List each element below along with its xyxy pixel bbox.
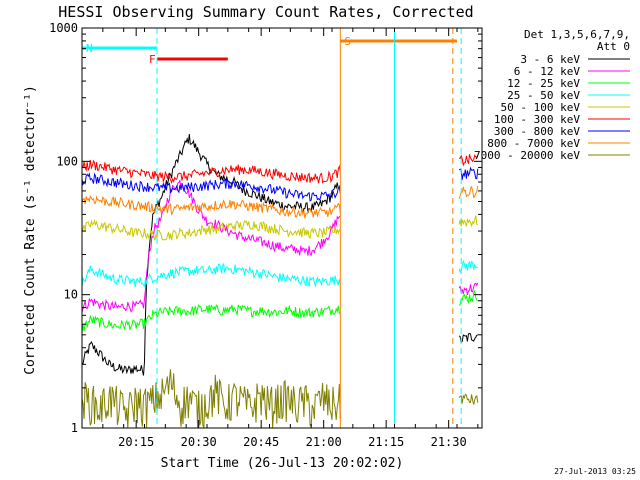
annotation-label-s: S xyxy=(344,35,351,48)
series-tail-12-25-kev xyxy=(458,289,478,306)
legend-label-25-50-kev: 25 - 50 keV xyxy=(507,89,580,102)
y-tick-label: 1000 xyxy=(49,21,78,35)
annotation-label-n: N xyxy=(86,42,93,55)
x-axis-label: Start Time (26-Jul-13 20:02:02) xyxy=(161,456,404,471)
legend-label-100-300-kev: 100 - 300 keV xyxy=(494,113,580,126)
x-tick-label: 21:00 xyxy=(306,435,342,449)
series-line-3-6-kev xyxy=(81,133,341,376)
legend-header-line1: Det 1,3,5,6,7,9, xyxy=(524,28,630,41)
series-line-100-300-kev xyxy=(81,159,341,185)
series-tail-300-800-kev xyxy=(458,166,479,180)
series-line-7000-20000-kev xyxy=(81,369,341,429)
x-tick-label: 20:15 xyxy=(118,435,154,449)
timestamp: 27-Jul-2013 03:25 xyxy=(554,467,636,476)
x-tick-label: 21:30 xyxy=(431,435,467,449)
plot-area: N F S xyxy=(81,28,479,429)
y-tick-label: 100 xyxy=(56,154,78,168)
y-tick-label: 10 xyxy=(64,288,78,302)
plot-frame xyxy=(81,27,483,429)
legend-label-50-100-kev: 50 - 100 keV xyxy=(501,101,581,114)
series-tail-25-50-kev xyxy=(458,259,478,274)
x-tick-label: 20:30 xyxy=(181,435,217,449)
series-line-12-25-kev xyxy=(81,304,341,334)
series-tail-3-6-kev xyxy=(458,332,478,344)
legend-label-12-25-kev: 12 - 25 keV xyxy=(507,77,580,90)
series-tail-7000-20000-kev xyxy=(458,393,479,405)
legend-label-3-6-kev: 3 - 6 keV xyxy=(520,53,580,66)
series-line-6-12-kev xyxy=(81,178,341,313)
x-tick-label: 20:45 xyxy=(243,435,279,449)
legend-header-line2: Att 0 xyxy=(597,40,630,53)
series-tail-800-7000-kev xyxy=(458,185,479,199)
series-line-300-800-kev xyxy=(81,172,341,202)
y-axis-label: Corrected Count Rate (s⁻¹ detector⁻¹) xyxy=(23,85,38,375)
legend-label-6-12-kev: 6 - 12 keV xyxy=(514,65,581,78)
x-tick-label: 21:15 xyxy=(368,435,404,449)
series-line-25-50-kev xyxy=(81,262,341,288)
legend-label-300-800-kev: 300 - 800 keV xyxy=(494,125,580,138)
chart-title: HESSI Observing Summary Count Rates, Cor… xyxy=(58,3,473,21)
y-tick-label: 1 xyxy=(71,421,78,435)
series-line-50-100-kev xyxy=(81,218,341,241)
legend-label-7000-20000-kev: 7000 - 20000 keV xyxy=(474,149,580,162)
axes: 1 10 100 1000 20:15 20:30 20:45 21:00 21:15 21:30 xyxy=(49,21,483,449)
series-tail-100-300-kev xyxy=(458,154,478,167)
series-tail-6-12-kev xyxy=(458,282,479,296)
annotation-label-f: F xyxy=(149,53,156,66)
series-tail-50-100-kev xyxy=(458,215,478,228)
series-line-800-7000-kev xyxy=(81,194,341,219)
legend-label-800-7000-kev: 800 - 7000 keV xyxy=(487,137,580,150)
